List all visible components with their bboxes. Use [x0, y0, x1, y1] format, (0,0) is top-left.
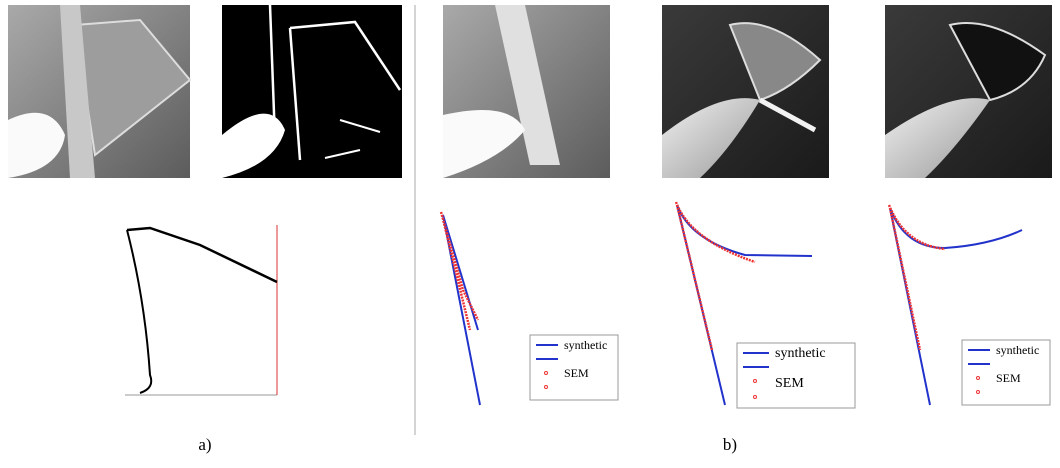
legend: synthetic SEM: [530, 335, 618, 400]
legend: synthetic SEM: [962, 340, 1050, 405]
edge-image: [222, 5, 402, 178]
panel-label: b): [723, 435, 737, 454]
figure: a) synthetic SEM: [0, 0, 1060, 468]
legend-entry: synthetic: [996, 343, 1039, 357]
legend: synthetic SEM: [737, 343, 855, 408]
legend-entry: SEM: [996, 371, 1021, 385]
contour-plot: [125, 225, 277, 395]
sem-image: [443, 5, 610, 178]
profile-plot: [441, 212, 480, 405]
legend-entry: synthetic: [564, 338, 607, 352]
legend-entry: synthetic: [775, 346, 826, 361]
sem-image: [662, 5, 829, 178]
sem-image: [885, 5, 1052, 178]
legend-entry: SEM: [564, 366, 589, 380]
panel-label: a): [198, 435, 211, 454]
legend-entry: SEM: [775, 376, 804, 391]
sem-image: [8, 5, 190, 178]
